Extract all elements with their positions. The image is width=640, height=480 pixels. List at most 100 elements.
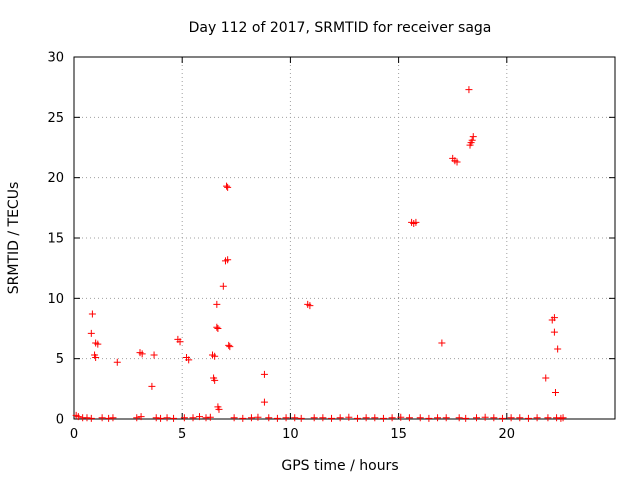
data-point: [180, 414, 188, 422]
data-point: [109, 414, 117, 422]
data-point: [490, 414, 498, 422]
x-tick-label: 15: [390, 427, 407, 442]
plot-frame: [73, 56, 616, 420]
data-point: [405, 414, 413, 422]
data-point: [224, 256, 232, 264]
data-point: [291, 414, 299, 422]
data-point: [306, 302, 314, 310]
data-point: [211, 376, 219, 384]
data-point: [176, 338, 184, 346]
data-point: [442, 414, 450, 422]
data-point: [265, 414, 273, 422]
y-tick-label: 10: [47, 292, 64, 307]
data-point: [224, 183, 232, 191]
data-point: [230, 414, 238, 422]
data-point: [533, 414, 541, 422]
data-point: [247, 414, 255, 422]
data-point: [157, 414, 165, 422]
data-point: [74, 413, 82, 421]
data-point: [148, 382, 156, 390]
data-point: [412, 218, 420, 226]
data-point: [542, 374, 550, 382]
data-point: [92, 353, 100, 361]
data-point: [353, 414, 361, 422]
data-point: [225, 341, 233, 349]
data-point: [87, 414, 95, 422]
data-point: [152, 414, 160, 422]
data-point: [319, 414, 327, 422]
data-point: [260, 370, 268, 378]
data-point: [481, 413, 489, 421]
data-point: [468, 136, 476, 144]
data-point: [524, 414, 532, 422]
data-point: [226, 343, 234, 351]
data-point: [170, 414, 178, 422]
data-point: [544, 414, 552, 422]
data-point: [328, 414, 336, 422]
data-series: [72, 86, 567, 422]
data-point: [465, 86, 473, 94]
y-tick-label: 25: [47, 111, 64, 126]
grid: [74, 57, 615, 419]
data-point: [88, 310, 96, 318]
data-point: [397, 413, 405, 421]
data-point: [137, 413, 145, 421]
data-point: [254, 413, 262, 421]
data-point: [163, 414, 171, 422]
data-point: [213, 300, 221, 308]
x-axis-label: GPS time / hours: [281, 458, 398, 474]
data-point: [273, 414, 281, 422]
data-point: [379, 414, 387, 422]
data-point: [473, 414, 481, 422]
data-point: [553, 414, 561, 422]
data-point: [362, 414, 370, 422]
x-tick-label: 0: [70, 427, 78, 442]
data-point: [469, 133, 477, 141]
data-point: [507, 414, 515, 422]
data-point: [105, 414, 113, 422]
y-tick-label: 20: [47, 171, 64, 186]
data-point: [150, 351, 158, 359]
data-point: [189, 414, 197, 422]
data-point: [498, 414, 506, 422]
data-point: [516, 414, 524, 422]
data-point: [260, 398, 268, 406]
data-point: [223, 182, 231, 190]
data-point: [211, 352, 219, 360]
data-point: [438, 339, 446, 347]
data-point: [213, 323, 221, 331]
data-point: [550, 328, 558, 336]
data-point: [416, 414, 424, 422]
data-point: [202, 414, 210, 422]
data-point: [297, 414, 305, 422]
data-point: [345, 413, 353, 421]
data-point: [98, 414, 106, 422]
y-tick-label: 30: [47, 51, 64, 66]
data-point: [185, 356, 193, 364]
data-point: [113, 358, 121, 366]
data-point: [554, 345, 562, 353]
data-point: [559, 414, 567, 422]
data-point: [455, 414, 463, 422]
data-point: [371, 414, 379, 422]
data-point: [219, 282, 227, 290]
data-point: [133, 414, 141, 422]
data-point: [138, 350, 146, 358]
chart-title: Day 112 of 2017, SRMTID for receiver sag…: [189, 20, 492, 36]
data-point: [87, 329, 95, 337]
data-point: [434, 414, 442, 422]
data-point: [550, 314, 558, 322]
data-point: [214, 325, 222, 332]
data-point: [196, 413, 204, 421]
data-point: [551, 388, 559, 396]
y-tick-label: 5: [56, 352, 64, 367]
x-tick-label: 5: [178, 427, 186, 442]
data-point: [388, 414, 396, 422]
data-point: [94, 340, 102, 348]
data-point: [310, 414, 318, 422]
data-point: [83, 414, 91, 422]
data-point: [453, 158, 461, 166]
axis-ticks: 0 5 10 15 20 0 5 10 15 20 25 30: [47, 51, 615, 442]
data-point: [282, 414, 290, 422]
